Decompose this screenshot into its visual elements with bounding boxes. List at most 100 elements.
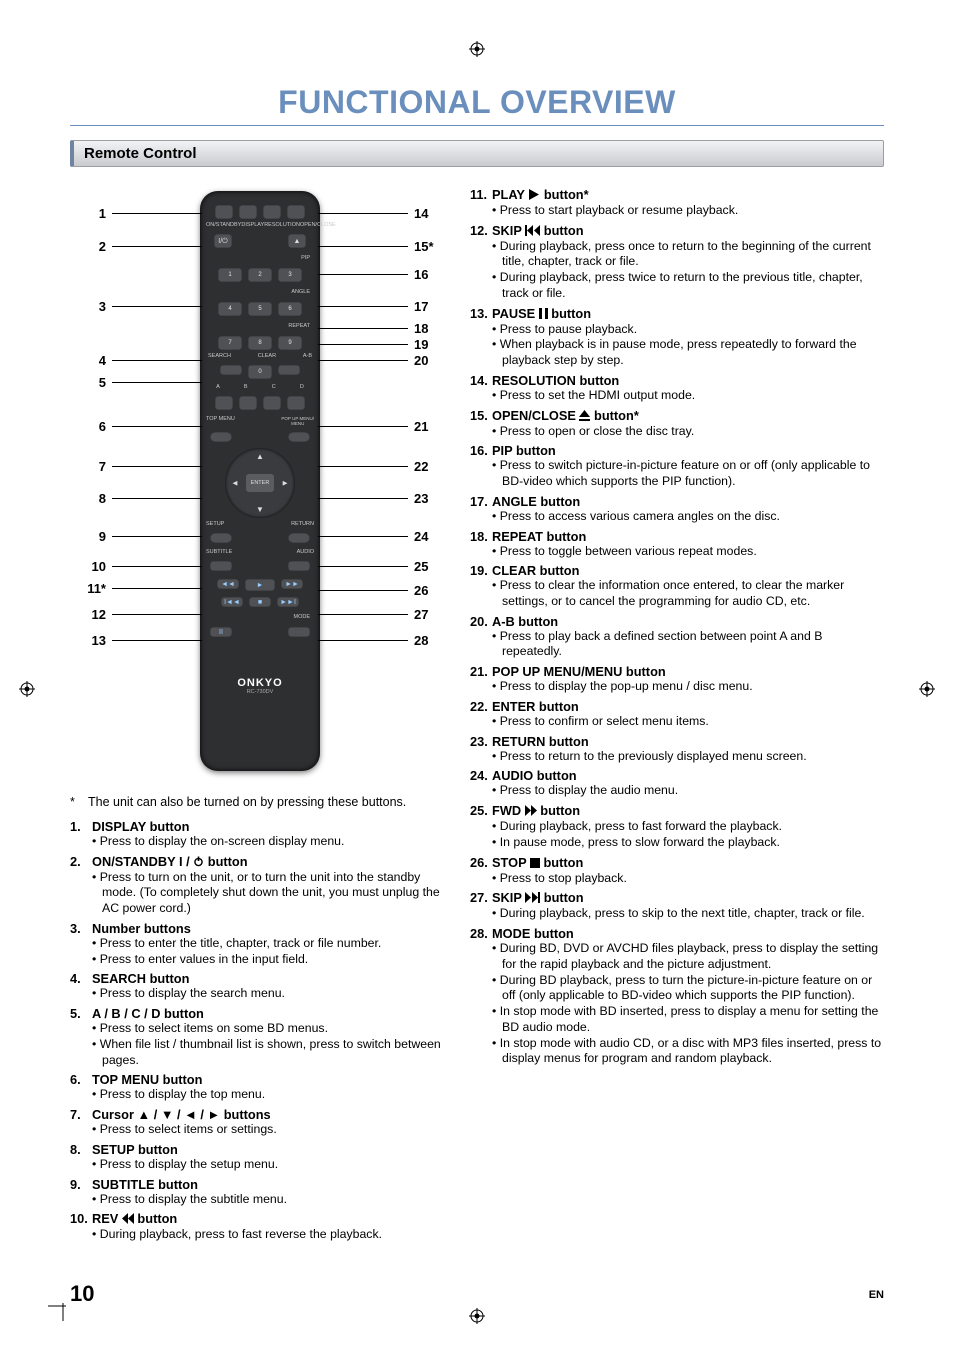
item-title: SEARCH button (92, 971, 450, 986)
description-item: 6.TOP MENU buttonPress to display the to… (70, 1072, 450, 1103)
description-item: 10.REV buttonDuring playback, press to f… (70, 1211, 450, 1243)
bullet: Press to display the top menu. (92, 1087, 450, 1103)
item-title: SKIP button (492, 890, 884, 906)
description-item: 4.SEARCH buttonPress to display the sear… (70, 971, 450, 1002)
bullet: When file list / thumbnail list is shown… (92, 1037, 450, 1068)
item-heading: 4.SEARCH button (70, 971, 450, 986)
bullet: During playback, press to fast reverse t… (92, 1227, 450, 1243)
bullet: Press to access various camera angles on… (492, 509, 884, 525)
callout-line (318, 360, 408, 361)
item-number: 6. (70, 1072, 92, 1087)
item-heading: 3.Number buttons (70, 921, 450, 936)
bullet: Press to display the on-screen display m… (92, 834, 450, 850)
item-number: 15. (470, 408, 492, 424)
callout-line (318, 566, 408, 567)
callout-line (112, 426, 202, 427)
bullet: Press to clear the information once ente… (492, 578, 884, 609)
item-bullets: Press to select items or settings. (92, 1122, 450, 1138)
callout-right: 23 (318, 491, 450, 506)
bullet: Press to display the setup menu. (92, 1157, 450, 1173)
bullet: Press to display the audio menu. (492, 783, 884, 799)
item-number: 11. (470, 187, 492, 203)
callout-left: 9 (70, 529, 202, 544)
item-heading: 18.REPEAT button (470, 529, 884, 544)
callout-line (112, 306, 202, 307)
item-bullets: Press to clear the information once ente… (492, 578, 884, 609)
item-bullets: Press to display the top menu. (92, 1087, 450, 1103)
description-item: 24.AUDIO buttonPress to display the audi… (470, 768, 884, 799)
item-bullets: Press to display the search menu. (92, 986, 450, 1002)
callout-right: 21 (318, 419, 450, 434)
description-item: 14.RESOLUTION buttonPress to set the HDM… (470, 373, 884, 404)
item-bullets: Press to toggle between various repeat m… (492, 544, 884, 560)
callout-number: 19 (414, 337, 428, 352)
play-icon (528, 188, 540, 203)
description-item: 12.SKIP buttonDuring playback, press onc… (470, 223, 884, 302)
item-bullets: Press to access various camera angles on… (492, 509, 884, 525)
stop-icon (530, 856, 540, 871)
callout-right: 14 (318, 206, 450, 221)
callout-line (318, 536, 408, 537)
item-number: 18. (470, 529, 492, 544)
callout-line (112, 213, 202, 214)
print-registration-icon (18, 680, 36, 698)
item-title: ENTER button (492, 699, 884, 714)
callout-left: 13 (70, 633, 202, 648)
callout-left: 8 (70, 491, 202, 506)
item-title: ON/STANDBY I / button (92, 854, 450, 870)
bullet: Press to enter values in the input field… (92, 952, 450, 968)
item-heading: 17.ANGLE button (470, 494, 884, 509)
callout-line (318, 614, 408, 615)
bullet: Press to pause playback. (492, 322, 884, 338)
item-heading: 24.AUDIO button (470, 768, 884, 783)
callout-right: 16 (318, 267, 450, 282)
callout-right: 25 (318, 559, 450, 574)
callout-number: 15* (414, 239, 434, 254)
description-item: 11.PLAY button*Press to start playback o… (470, 187, 884, 219)
bullet: During BD, DVD or AVCHD files playback, … (492, 941, 884, 972)
bullet: During BD playback, press to turn the pi… (492, 973, 884, 1004)
callout-left: 12 (70, 607, 202, 622)
item-bullets: Press to set the HDMI output mode. (492, 388, 884, 404)
bullet: Press to select items or settings. (92, 1122, 450, 1138)
callout-left: 10 (70, 559, 202, 574)
callout-number: 21 (414, 419, 428, 434)
item-bullets: Press to display the audio menu. (492, 783, 884, 799)
bullet: Press to display the search menu. (92, 986, 450, 1002)
item-heading: 26.STOP button (470, 855, 884, 871)
bullet: Press to enter the title, chapter, track… (92, 936, 450, 952)
callout-line (112, 588, 202, 589)
item-bullets: Press to stop playback. (492, 871, 884, 887)
description-item: 23.RETURN buttonPress to return to the p… (470, 734, 884, 765)
footnote: * The unit can also be turned on by pres… (70, 795, 450, 809)
callout-right: 17 (318, 299, 450, 314)
item-heading: 9.SUBTITLE button (70, 1177, 450, 1192)
power-icon (193, 855, 204, 870)
item-bullets: Press to open or close the disc tray. (492, 424, 884, 440)
bullet: Press to return to the previously displa… (492, 749, 884, 765)
description-item: 19.CLEAR buttonPress to clear the inform… (470, 563, 884, 609)
description-item: 21.POP UP MENU/MENU buttonPress to displ… (470, 664, 884, 695)
callout-line (318, 246, 408, 247)
callout-line (318, 306, 408, 307)
callout-number: 18 (414, 321, 428, 336)
callout-left: 11* (70, 581, 202, 596)
item-number: 21. (470, 664, 492, 679)
bullet: Press to display the subtitle menu. (92, 1192, 450, 1208)
callout-right: 27 (318, 607, 450, 622)
item-title: DISPLAY button (92, 819, 450, 834)
bullet: In stop mode with audio CD, or a disc wi… (492, 1036, 884, 1067)
bullet: During playback, press once to return to… (492, 239, 884, 270)
item-heading: 27.SKIP button (470, 890, 884, 906)
item-number: 10. (70, 1211, 92, 1227)
item-title: SUBTITLE button (92, 1177, 450, 1192)
callout-line (318, 213, 408, 214)
callout-number: 5 (99, 375, 106, 390)
item-title: TOP MENU button (92, 1072, 450, 1087)
item-heading: 8.SETUP button (70, 1142, 450, 1157)
item-bullets: During playback, press to fast forward t… (492, 819, 884, 850)
description-item: 16.PIP buttonPress to switch picture-in-… (470, 443, 884, 489)
item-title: CLEAR button (492, 563, 884, 578)
bullet: Press to set the HDMI output mode. (492, 388, 884, 404)
item-title: POP UP MENU/MENU button (492, 664, 884, 679)
